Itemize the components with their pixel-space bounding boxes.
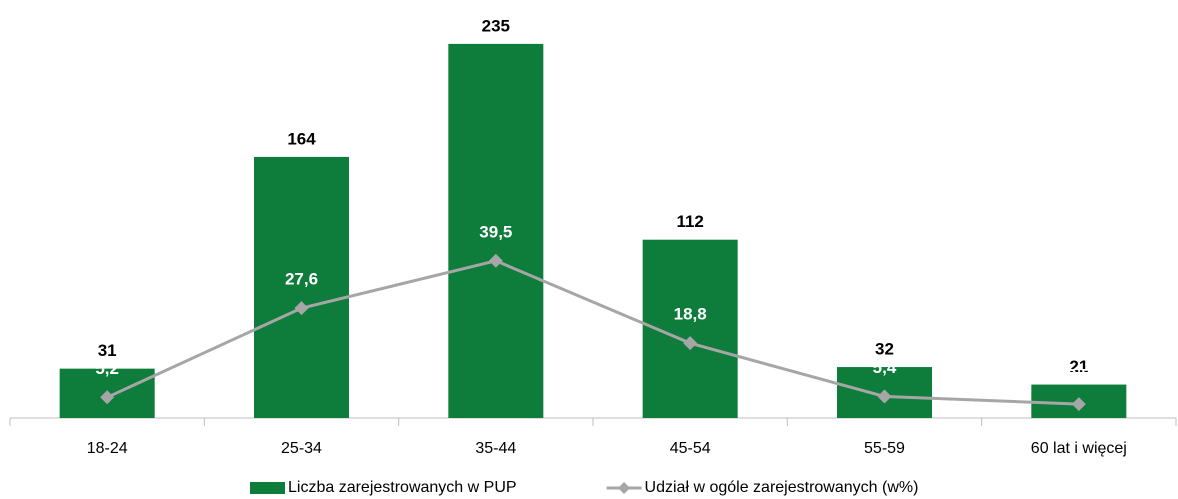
line-marker: [294, 301, 309, 316]
line-label: 3,5: [1067, 366, 1091, 385]
bar-label: 31: [98, 341, 117, 360]
line-label: 5,4: [873, 358, 897, 377]
bar: [254, 156, 349, 419]
x-tick-label: 60 lat i więcej: [1031, 440, 1127, 457]
line: [106, 259, 1079, 406]
x-tick-label: 45-54: [670, 440, 711, 457]
line-marker: [488, 253, 503, 268]
bar-label: 21: [1069, 357, 1088, 376]
bar-label: 164: [287, 129, 316, 148]
x-tick-label: 55-59: [864, 440, 905, 457]
line-label: 18,8: [674, 305, 707, 324]
legend-label: Liczba zarejestrowanych w PUP: [288, 479, 517, 496]
line-label: 27,6: [285, 270, 318, 289]
bar-label: 112: [676, 212, 703, 231]
bar-label: 32: [875, 340, 894, 359]
x-tick-label: 35-44: [475, 440, 516, 457]
line-marker: [877, 389, 892, 404]
legend-label: Udział w ogóle zarejestrowanych (w%): [645, 479, 919, 496]
legend-swatch: [618, 482, 631, 494]
bar: [448, 43, 544, 418]
x-tick-label: 18-24: [87, 440, 128, 457]
line-marker: [1071, 397, 1086, 412]
line-label: 39,5: [479, 222, 512, 241]
x-tick-label: 25-34: [281, 440, 322, 457]
line-marker: [683, 336, 698, 351]
legend-swatch: [250, 482, 285, 494]
line-label: 5,2: [95, 359, 119, 378]
line-marker: [100, 390, 115, 405]
bar-label: 235: [482, 16, 510, 35]
